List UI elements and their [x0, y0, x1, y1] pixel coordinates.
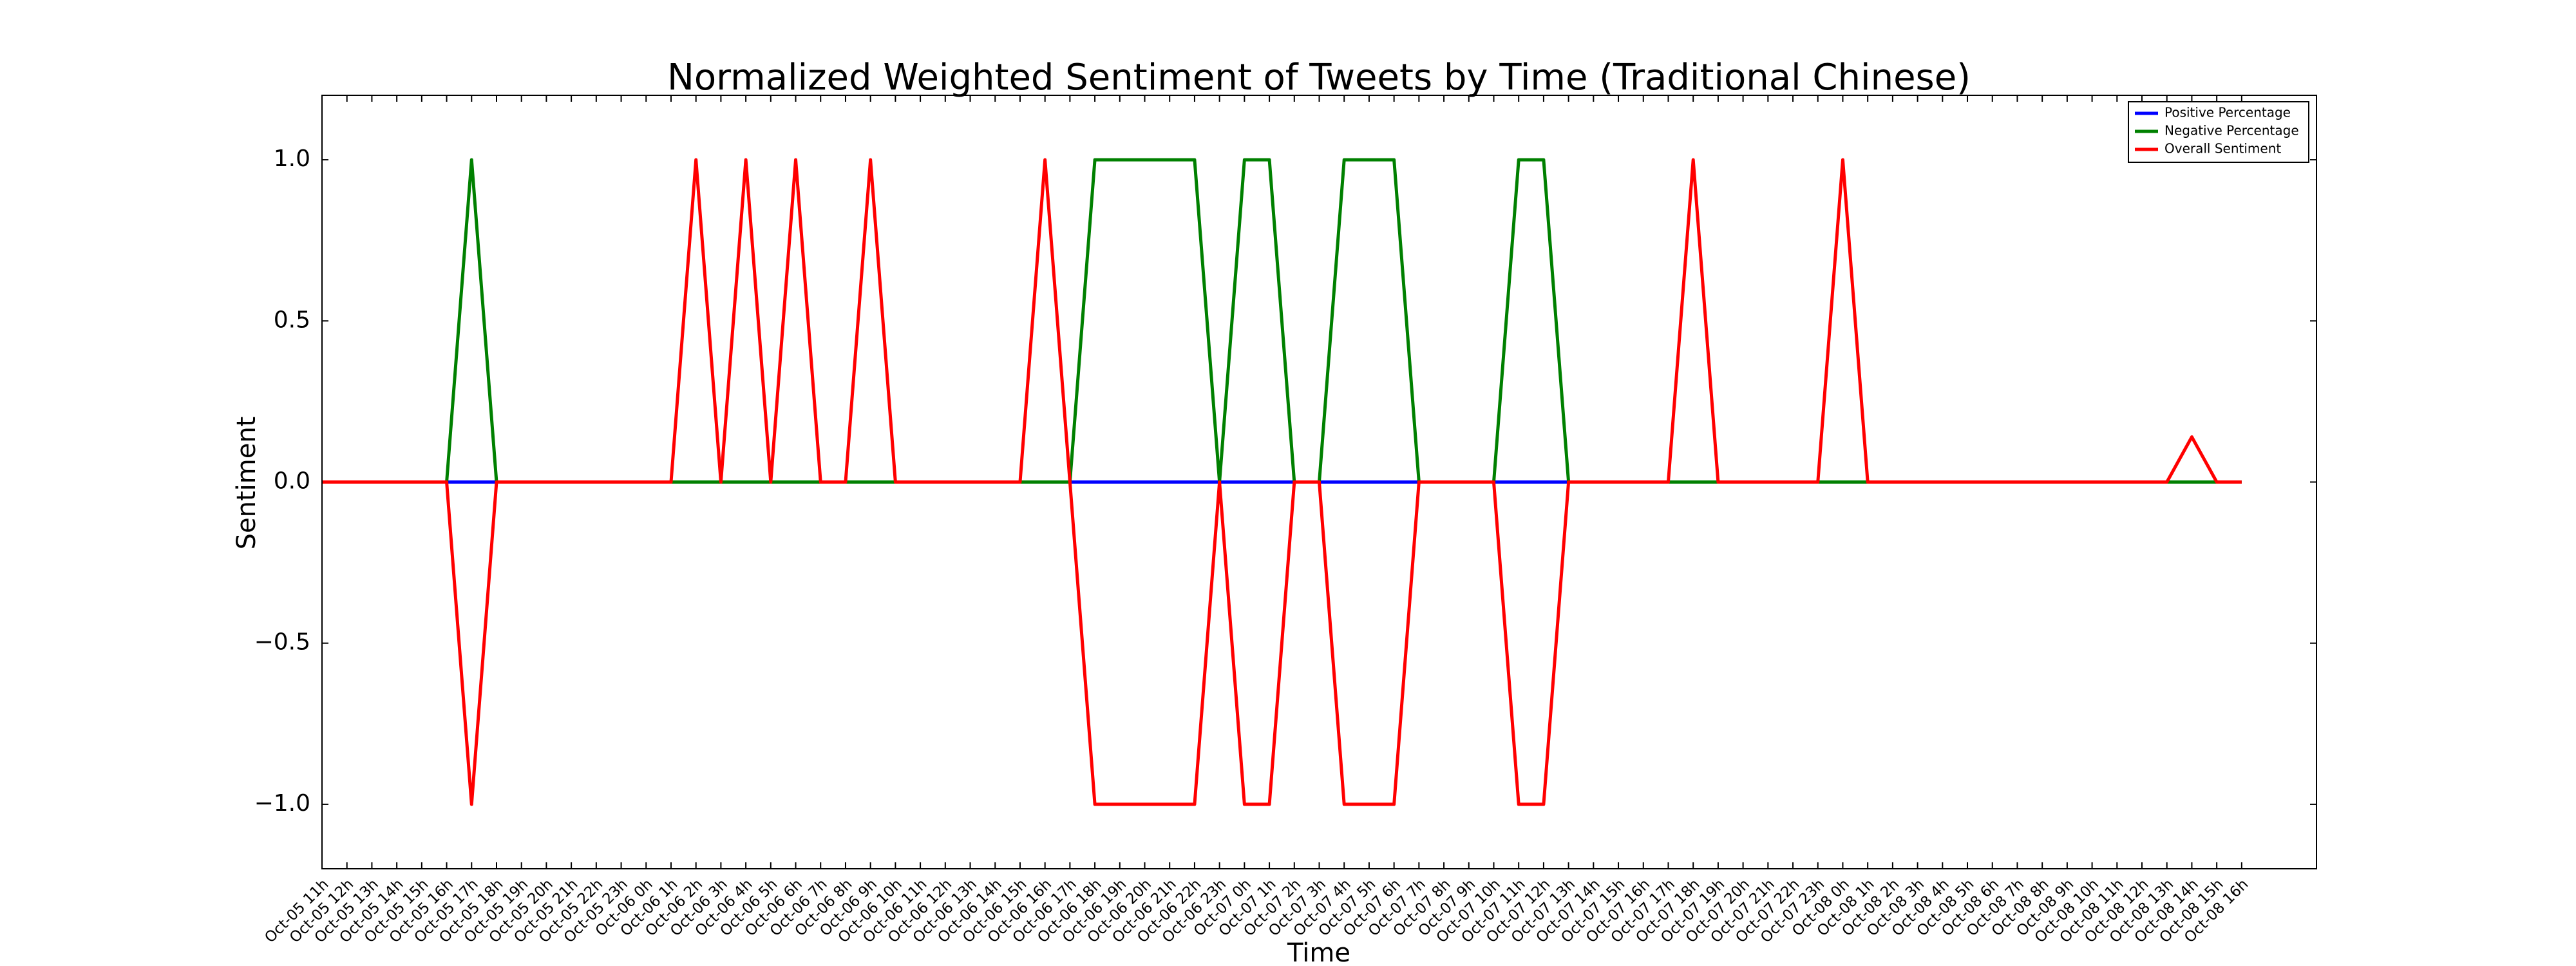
y-tick-label: 0.0 [274, 468, 310, 495]
legend-label: Positive Percentage [2164, 105, 2291, 120]
series-line [322, 158, 2242, 484]
y-tick-label: −1.0 [254, 790, 310, 817]
legend-label: Overall Sentiment [2164, 141, 2281, 156]
plot-frame [321, 95, 2317, 869]
legend-box [2128, 101, 2309, 163]
x-axis-label: Time [1287, 938, 1350, 966]
y-tick-label: −0.5 [254, 629, 310, 656]
legend: Positive Percentage Negative Percentage Ov… [2128, 101, 2309, 163]
legend-label: Negative Percentage [2164, 123, 2299, 138]
series-line [322, 158, 2242, 806]
y-tick-label: 0.5 [274, 307, 310, 333]
y-tick-label: 1.0 [274, 146, 310, 172]
chart-title: Normalized Weighted Sentiment of Tweets … [667, 57, 1971, 99]
y-axis-label: Sentiment [232, 417, 261, 550]
